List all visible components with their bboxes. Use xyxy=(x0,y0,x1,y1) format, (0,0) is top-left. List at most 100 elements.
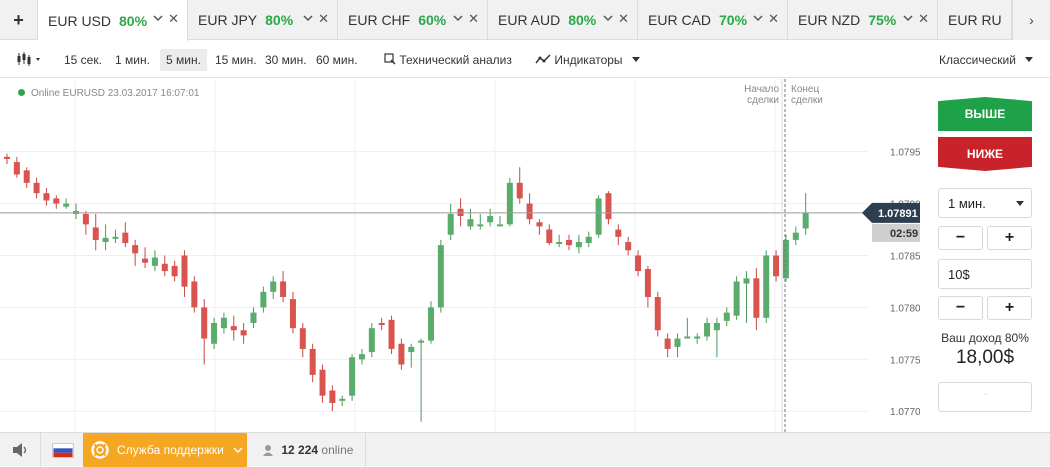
close-icon[interactable]: ✕ xyxy=(318,11,329,26)
chevron-down-icon[interactable] xyxy=(303,13,313,23)
tab-eur-nzd[interactable]: EUR NZD 75% ✕ xyxy=(788,0,938,40)
technical-analysis-label: Технический анализ xyxy=(399,53,512,67)
candle-body xyxy=(546,229,553,244)
close-icon[interactable]: ✕ xyxy=(918,11,929,26)
candle-body xyxy=(566,239,573,246)
interval-30m[interactable]: 30 мин. xyxy=(265,53,307,67)
expiry-plus-button[interactable]: + xyxy=(987,226,1032,250)
amount-plus-button[interactable]: + xyxy=(987,296,1032,320)
close-icon[interactable]: ✕ xyxy=(468,11,479,26)
amount-minus-button[interactable]: − xyxy=(938,296,983,320)
candle-body xyxy=(664,338,671,349)
candle-body xyxy=(151,257,158,266)
candle-body xyxy=(112,236,119,239)
candle-body xyxy=(723,312,730,321)
tab-eur-usd[interactable]: EUR USD 80% ✕ xyxy=(38,0,188,41)
interval-15m[interactable]: 15 мин. xyxy=(215,53,257,67)
candle-body xyxy=(802,212,809,229)
candle-body xyxy=(447,213,454,235)
close-icon[interactable]: ✕ xyxy=(618,11,629,26)
footer-divider xyxy=(40,433,41,467)
placeholder-dot: · xyxy=(984,389,988,400)
candle-body xyxy=(477,224,484,227)
tab-pair-label: EUR AUD xyxy=(498,12,561,28)
tab-payout-label: 70% xyxy=(719,12,748,28)
tab-eur-aud[interactable]: EUR AUD 80% ✕ xyxy=(488,0,638,40)
candlestick-icon xyxy=(17,52,40,66)
candle-body xyxy=(280,281,287,298)
candle-body xyxy=(220,317,227,329)
put-button[interactable]: НИЖЕ xyxy=(938,137,1032,171)
candle-body xyxy=(53,198,60,204)
candle-body xyxy=(329,390,336,403)
candle-body xyxy=(201,307,208,339)
chevron-down-icon[interactable] xyxy=(453,13,463,23)
interval-15s[interactable]: 15 сек. xyxy=(64,53,102,67)
online-label: online xyxy=(321,443,354,457)
amount-input[interactable]: 10$ xyxy=(938,259,1032,289)
add-tab-button[interactable]: + xyxy=(0,0,38,40)
candle-body xyxy=(132,245,139,254)
expiry-minus-button[interactable]: − xyxy=(938,226,983,250)
lifebuoy-icon xyxy=(91,441,109,459)
close-icon[interactable]: ✕ xyxy=(168,11,179,26)
trade-panel: ВЫШЕ НИЖЕ 1 мин. − + 10$ − + Ваш доход 8… xyxy=(930,79,1040,432)
interval-1m[interactable]: 1 мин. xyxy=(115,53,150,67)
y-tick-label: 1.07950 xyxy=(890,148,920,159)
candle-body xyxy=(733,281,740,316)
tab-payout-label: 80% xyxy=(119,12,148,29)
candle-body xyxy=(82,213,89,225)
interval-5m[interactable]: 5 мин. xyxy=(160,49,207,71)
price-chart[interactable]: 1.079501.079001.078501.078001.077501.077… xyxy=(0,79,920,432)
candle-body xyxy=(674,338,681,347)
candle-body xyxy=(161,263,168,272)
technical-analysis-button[interactable]: Технический анализ xyxy=(384,50,512,70)
candle-body xyxy=(408,346,415,353)
candle-body xyxy=(516,182,523,199)
russian-flag-icon[interactable] xyxy=(52,443,74,458)
chevron-down-icon[interactable] xyxy=(153,13,163,23)
candle-body xyxy=(260,291,267,308)
tab-eur-jpy[interactable]: EUR JPY 80% ✕ xyxy=(188,0,338,40)
close-icon[interactable]: ✕ xyxy=(768,11,779,26)
candle-body xyxy=(487,216,494,223)
call-button[interactable]: ВЫШЕ xyxy=(938,97,1032,131)
candle-body xyxy=(142,258,149,263)
candle-body xyxy=(615,229,622,237)
online-dot-icon xyxy=(18,89,25,96)
expiry-select[interactable]: 1 мин. xyxy=(938,188,1032,218)
tab-payout-label: 80% xyxy=(265,12,294,28)
y-tick-label: 1.07850 xyxy=(890,252,920,263)
trade-end-label: Конец сделки xyxy=(791,84,831,106)
candle-body xyxy=(368,328,375,353)
candle-body xyxy=(526,203,533,220)
interval-60m[interactable]: 60 мин. xyxy=(316,53,358,67)
support-label: Служба поддержки xyxy=(117,443,224,457)
payout-value: 18,00$ xyxy=(955,347,1015,368)
candle-body xyxy=(585,236,592,244)
trade-end-line2: сделки xyxy=(791,95,823,106)
tab-scroll-right-button[interactable]: › xyxy=(1012,0,1050,40)
candle-body xyxy=(694,336,701,339)
chevron-down-icon[interactable] xyxy=(753,13,763,23)
chart-type-selector[interactable] xyxy=(16,51,44,71)
support-button[interactable]: Служба поддержки xyxy=(83,433,247,467)
chevron-down-icon[interactable] xyxy=(603,13,613,23)
view-mode-selector[interactable]: Классический xyxy=(939,50,1034,70)
candlestick-chart: 1.079501.079001.078501.078001.077501.077… xyxy=(0,79,920,432)
tab-eur-cad[interactable]: EUR CAD 70% ✕ xyxy=(638,0,788,40)
candle-body xyxy=(753,278,760,318)
tab-pair-label: EUR CHF xyxy=(348,12,411,28)
indicators-button[interactable]: Индикаторы xyxy=(535,50,640,70)
candle-body xyxy=(102,237,109,243)
speaker-icon[interactable] xyxy=(10,441,32,459)
candle-body xyxy=(497,224,503,227)
y-tick-label: 1.07700 xyxy=(890,407,920,418)
action-button[interactable]: · xyxy=(938,382,1032,412)
tab-eur-rub[interactable]: EUR RU xyxy=(938,0,1012,40)
chevron-down-icon[interactable] xyxy=(903,13,913,23)
candle-body xyxy=(122,232,129,244)
tab-eur-chf[interactable]: EUR CHF 60% ✕ xyxy=(338,0,488,40)
candle-body xyxy=(704,322,711,337)
candle-body xyxy=(467,219,474,227)
